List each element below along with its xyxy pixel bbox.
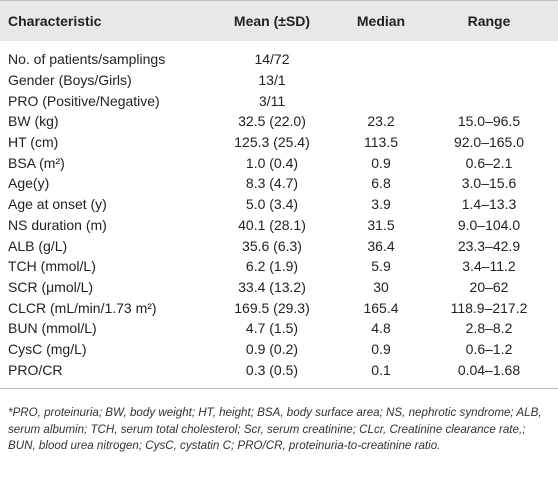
table-cell: 35.6 (6.3) — [242, 237, 302, 254]
empty-cell — [342, 70, 420, 91]
table-row: Age at onset (y) 5.0 (3.4) 3.9 1.4–13.3 — [0, 194, 558, 215]
table-cell: 0.9 — [371, 340, 391, 357]
table-cell: 23.3–42.9 — [457, 237, 521, 254]
table-cell: 8.3 (4.7) — [245, 175, 299, 192]
table-cell: 0.1 — [342, 359, 420, 390]
table-cell: 32.5 (22.0) — [238, 113, 306, 130]
table-row: CLCR (mL/min/1.73 m²) 169.5 (29.3) 165.4 11… — [0, 297, 558, 318]
table-row: Age(y) 8.3 (4.7) 6.8 3.0–15.6 — [0, 173, 558, 194]
table-cell: 0.04–1.68 — [420, 359, 558, 390]
empty-cell — [420, 70, 558, 91]
empty-cell — [420, 41, 558, 70]
table-cell: TCH (mmol/L) — [8, 258, 96, 275]
table-cell: 1.0 (0.4) — [245, 154, 299, 171]
header-cell: Mean (±SD) — [202, 0, 342, 41]
table-cell: ALB (g/L) — [8, 237, 68, 254]
table-cell: Age(y) — [8, 175, 50, 192]
table-cell: 1.4–13.3 — [461, 196, 517, 213]
table-cell: 14/72 — [254, 51, 290, 68]
table-row: CysC (mg/L) 0.9 (0.2) 0.9 0.6–1.2 — [0, 339, 558, 360]
table-cell: BSA (m²) — [8, 154, 65, 171]
table-cell: 6.8 — [371, 175, 391, 192]
table-row: ALB (g/L) 35.6 (6.3) 36.4 23.3–42.9 — [0, 235, 558, 256]
table-row: Gender (Boys/Girls) 13/1 — [0, 70, 558, 91]
table-cell: BW (kg) — [8, 113, 59, 130]
table-row: BSA (m²) 1.0 (0.4) 0.9 0.6–2.1 — [0, 152, 558, 173]
table-cell: 113.5 — [364, 134, 398, 151]
table-cell: 0.6–2.1 — [465, 154, 513, 171]
table-cell: 0.9 — [371, 154, 391, 171]
footnote: *PRO, proteinuria; BW, body weight; HT, … — [8, 406, 542, 452]
table-cell: 0.6–1.2 — [465, 340, 513, 357]
header-cell: Range — [420, 0, 558, 41]
table-cell: 5.0 (3.4) — [245, 196, 299, 213]
table-row: BW (kg) 32.5 (22.0) 23.2 15.0–96.5 — [0, 111, 558, 132]
table-cell: 165.4 — [363, 299, 399, 316]
table-cell: 13/1 — [258, 72, 286, 89]
table-cell: 3/11 — [258, 92, 286, 109]
table-cell: HT (cm) — [8, 134, 59, 151]
table-cell: 0.3 (0.5) — [202, 359, 342, 390]
table-cell: 31.5 — [367, 216, 395, 233]
table-cell: 169.5 (29.3) — [234, 299, 310, 316]
table-cell: 3.0–15.6 — [461, 175, 517, 192]
table-cell: 4.8 — [371, 320, 391, 337]
table-cell: Age at onset (y) — [8, 196, 107, 213]
empty-cell — [342, 41, 420, 70]
data-table: Characteristic Mean (±SD) Median Range No. … — [0, 0, 558, 390]
table-cell: 3.9 — [371, 196, 391, 213]
table-row: PRO/CR 0.3 (0.5) 0.1 0.04–1.68 — [0, 359, 558, 390]
empty-cell — [420, 90, 558, 111]
table-row: BUN (mmol/L) 4.7 (1.5) 4.8 2.8–8.2 — [0, 318, 558, 339]
table-cell: No. of patients/samplings — [8, 51, 166, 68]
table-row: SCR (μmol/L) 33.4 (13.2) 30 20–62 — [0, 277, 558, 298]
table-cell: Gender (Boys/Girls) — [8, 72, 132, 89]
table-row: No. of patients/samplings 14/72 — [0, 41, 558, 70]
table-cell: 36.4 — [367, 237, 395, 254]
table-cell: 6.2 (1.9) — [245, 258, 299, 275]
table-cell: 30 — [373, 278, 389, 295]
table-cell: 4.7 (1.5) — [245, 320, 299, 337]
empty-cell — [342, 90, 420, 111]
table-cell: 2.8–8.2 — [465, 320, 513, 337]
table-cell: CysC (mg/L) — [8, 340, 87, 357]
table-cell: 40.1 (28.1) — [238, 216, 306, 233]
table-body: No. of patients/samplings 14/72 Gender (Bo… — [0, 41, 558, 390]
table-cell: 9.0–104.0 — [457, 216, 521, 233]
table-cell: 92.0–165.0 — [453, 134, 525, 151]
table-cell: SCR (μmol/L) — [8, 278, 94, 295]
table-row: NS duration (m) 40.1 (28.1) 31.5 9.0–104.0 — [0, 215, 558, 236]
table-cell: PRO/CR — [0, 359, 202, 390]
table-cell: 118.9–217.2 — [450, 299, 528, 316]
table-row: PRO (Positive/Negative) 3/11 — [0, 90, 558, 111]
table-cell: NS duration (m) — [8, 216, 107, 233]
table-cell: 5.9 — [371, 258, 391, 275]
table-cell: CLCR (mL/min/1.73 m²) — [8, 299, 157, 316]
table-row: HT (cm) 125.3 (25.4) 113.5 92.0–165.0 — [0, 132, 558, 153]
table-cell: 23.2 — [367, 113, 395, 130]
header-cell: Median — [342, 0, 420, 41]
header-row: Characteristic Mean (±SD) Median Range — [0, 0, 558, 41]
table-cell: 33.4 (13.2) — [238, 278, 306, 295]
table-cell: 0.9 (0.2) — [245, 340, 299, 357]
table-row: TCH (mmol/L) 6.2 (1.9) 5.9 3.4–11.2 — [0, 256, 558, 277]
table-cell: 125.3 (25.4) — [234, 134, 310, 151]
table-cell: PRO (Positive/Negative) — [8, 92, 160, 109]
table-cell: BUN (mmol/L) — [8, 320, 97, 337]
table-cell: 3.4–11.2 — [462, 258, 516, 275]
table-cell: 15.0–96.5 — [457, 113, 521, 130]
table-cell: 20–62 — [469, 278, 509, 295]
header-cell: Characteristic — [0, 0, 202, 41]
